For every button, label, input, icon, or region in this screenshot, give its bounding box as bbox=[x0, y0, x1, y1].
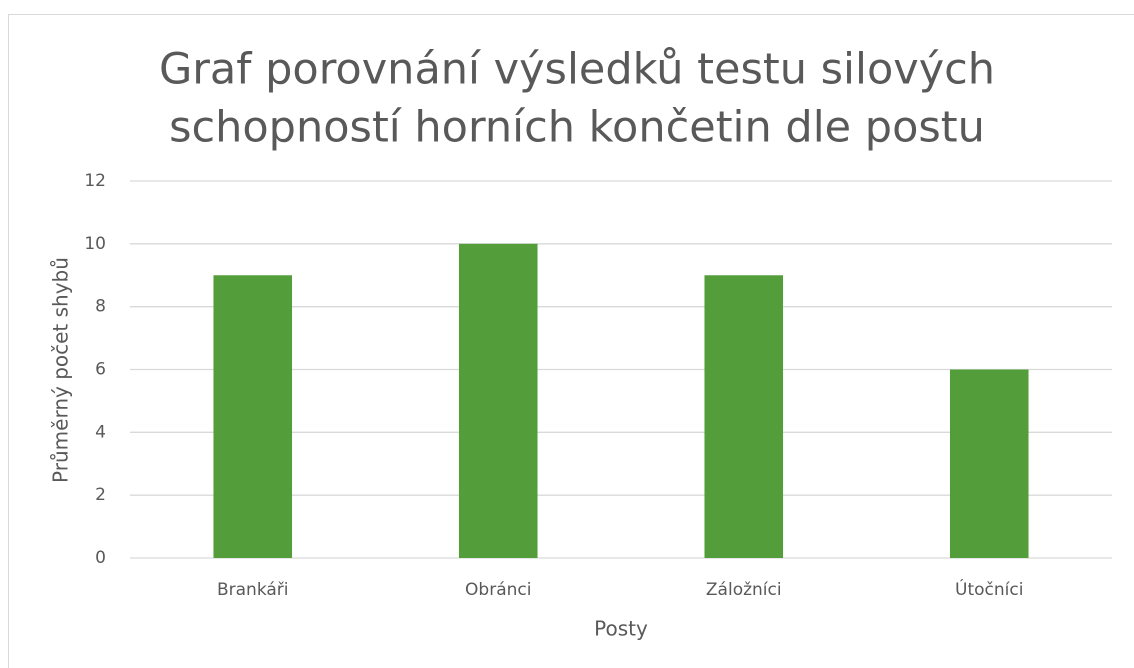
y-tick-label: 8 bbox=[95, 297, 106, 317]
chart-title: Graf porovnání výsledků testu silových bbox=[159, 45, 995, 95]
bar bbox=[458, 243, 538, 559]
x-tick-label: Obránci bbox=[465, 580, 531, 600]
y-tick-label: 12 bbox=[84, 171, 106, 191]
x-axis-title: Posty bbox=[594, 617, 648, 641]
y-tick-label: 2 bbox=[95, 485, 106, 505]
bar bbox=[213, 275, 293, 558]
chart-frame bbox=[8, 14, 1134, 668]
y-tick-label: 6 bbox=[95, 360, 106, 380]
y-tick-label: 10 bbox=[84, 234, 106, 254]
chart-title: schopností horních končetin dle postu bbox=[169, 103, 985, 153]
x-tick-label: Brankáři bbox=[217, 580, 289, 600]
y-tick-label: 4 bbox=[95, 422, 106, 442]
x-tick-label: Útočníci bbox=[955, 578, 1023, 600]
x-tick-label: Záložníci bbox=[706, 580, 782, 600]
y-axis-title: Průměrný počet shybů bbox=[49, 257, 73, 483]
bar bbox=[704, 275, 784, 558]
y-tick-label: 0 bbox=[95, 548, 106, 568]
bar bbox=[949, 369, 1029, 558]
